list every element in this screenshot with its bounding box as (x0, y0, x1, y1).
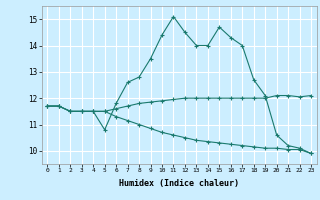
X-axis label: Humidex (Indice chaleur): Humidex (Indice chaleur) (119, 179, 239, 188)
